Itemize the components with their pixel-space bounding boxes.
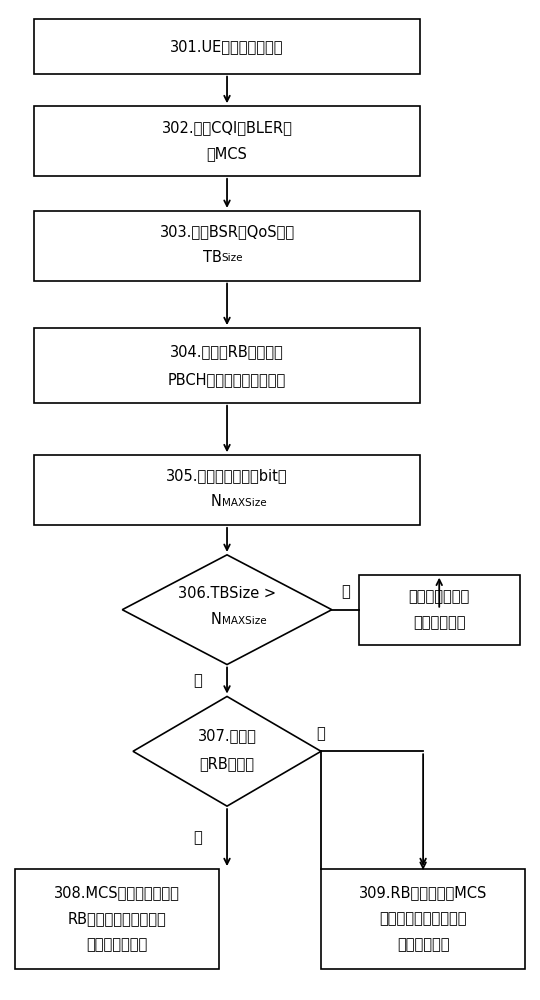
Bar	[33, 328, 421, 403]
Text: 是: 是	[193, 673, 202, 688]
Text: 306.TBSize >: 306.TBSize >	[178, 586, 276, 601]
Text: N: N	[211, 612, 221, 627]
Text: 于基准编码率: 于基准编码率	[413, 615, 465, 630]
Text: 是: 是	[193, 830, 202, 845]
Text: 减小，实际编码率不大: 减小，实际编码率不大	[380, 911, 467, 926]
Text: 305.计算出可承载的bit数: 305.计算出可承载的bit数	[166, 469, 288, 484]
Bar	[33, 211, 421, 281]
Text: 308.MCS保持不变，增加: 308.MCS保持不变，增加	[54, 885, 180, 900]
Text: N: N	[211, 494, 221, 509]
Text: 307.有充足: 307.有充足	[198, 728, 256, 743]
Text: 否: 否	[316, 726, 326, 741]
Bar	[15, 869, 219, 969]
Text: MAXSize: MAXSize	[221, 498, 266, 508]
Text: PBCH和主辅同步信号重合: PBCH和主辅同步信号重合	[168, 372, 286, 387]
Text: 302.根据CQI、BLER确: 302.根据CQI、BLER确	[161, 121, 293, 136]
Polygon shape	[133, 696, 321, 806]
Bar	[359, 575, 520, 645]
Text: 否: 否	[341, 584, 349, 599]
Bar	[33, 455, 421, 525]
Text: 309.RB保持不变，MCS: 309.RB保持不变，MCS	[359, 885, 487, 900]
Bar	[33, 19, 421, 74]
Text: 的RB资源？: 的RB资源？	[199, 756, 254, 771]
Text: Size: Size	[221, 253, 243, 263]
Polygon shape	[122, 555, 332, 665]
Text: 于基准编码率: 于基准编码率	[397, 937, 449, 952]
Text: TB: TB	[203, 250, 221, 265]
Text: 实际编码率不大: 实际编码率不大	[409, 589, 470, 604]
Bar	[321, 869, 525, 969]
Text: 304.分配的RB资源未与: 304.分配的RB资源未与	[170, 344, 284, 359]
Text: RB资源，实际编码率不: RB资源，实际编码率不	[68, 911, 166, 926]
Bar	[33, 106, 421, 176]
Text: MAXSize: MAXSize	[221, 616, 266, 626]
Text: 301.UE接入单天线小区: 301.UE接入单天线小区	[170, 39, 284, 54]
Text: 定MCS: 定MCS	[207, 146, 247, 161]
Text: 303.根据BSR、QoS确定: 303.根据BSR、QoS确定	[159, 224, 295, 239]
Text: 大于基准编码率: 大于基准编码率	[86, 937, 147, 952]
